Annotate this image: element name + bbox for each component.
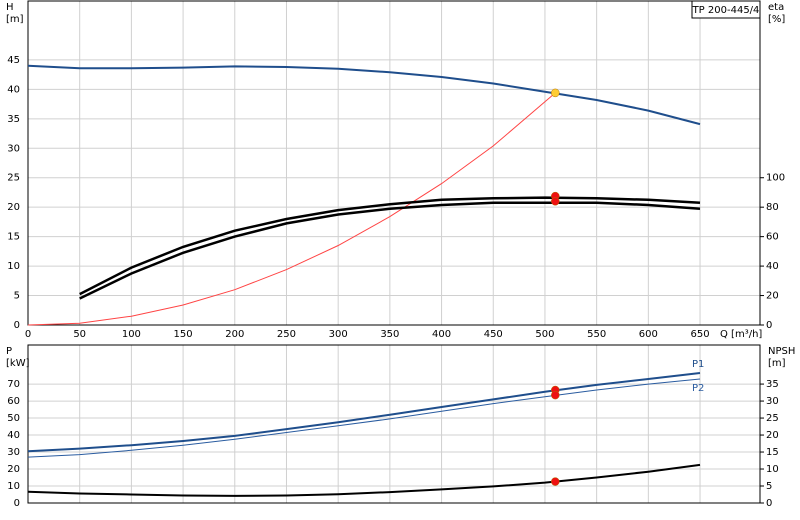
chart-title: TP 200-445/4: [692, 5, 760, 16]
curve: [79, 201, 701, 300]
y-axis-label: H: [6, 2, 14, 13]
y2-tick-label: 20: [766, 291, 779, 302]
y2-tick-label: 80: [766, 202, 779, 213]
x-tick-label: 500: [535, 329, 554, 340]
curve: [79, 196, 701, 296]
x-tick-label: 150: [174, 329, 193, 340]
curve: [27, 463, 701, 497]
y-axis-label: P: [6, 346, 12, 357]
y2-tick-label: 35: [766, 379, 779, 390]
y-tick-label: 0: [14, 320, 20, 331]
series-label: P1: [692, 359, 704, 370]
duty-point: [551, 477, 560, 486]
y-tick-label: 20: [7, 202, 20, 213]
y-axis-label: [m]: [6, 14, 24, 25]
x-tick-label: 0: [25, 329, 31, 340]
y2-axis-label: eta: [768, 2, 784, 13]
y2-tick-label: 20: [766, 430, 779, 441]
y-tick-label: 30: [7, 447, 20, 458]
y-tick-label: 70: [7, 379, 20, 390]
x-tick-label: 400: [432, 329, 451, 340]
y2-tick-label: 40: [766, 261, 779, 272]
y-tick-label: 20: [7, 464, 20, 475]
curve: [27, 372, 701, 453]
series-label: P2: [692, 383, 704, 394]
duty-point: [551, 88, 560, 98]
y-tick-label: 0: [14, 498, 20, 509]
x-tick-label: 600: [639, 329, 658, 340]
x-tick-label: 100: [122, 329, 141, 340]
y2-tick-label: 15: [766, 447, 779, 458]
y-tick-label: 30: [7, 143, 20, 154]
y-tick-label: 40: [7, 84, 20, 95]
x-tick-label: 250: [277, 329, 296, 340]
y-tick-label: 50: [7, 413, 20, 424]
y2-tick-label: 100: [766, 173, 785, 184]
x-axis-label: Q [m³/h]: [720, 329, 762, 340]
x-tick-label: 650: [690, 329, 709, 340]
x-tick-label: 200: [225, 329, 244, 340]
y2-tick-label: 0: [766, 320, 772, 331]
y2-tick-label: 5: [766, 481, 772, 492]
plot-frame: [27, 344, 761, 504]
y2-axis-label: [m]: [768, 358, 786, 369]
x-tick-label: 300: [329, 329, 348, 340]
y-axis-label: [kW]: [6, 358, 30, 369]
y2-tick-label: 25: [766, 413, 779, 424]
y2-tick-label: 60: [766, 232, 779, 243]
y-tick-label: 40: [7, 430, 20, 441]
plot-frame: [27, 0, 761, 326]
curve: [27, 378, 701, 458]
curve: [27, 64, 701, 126]
y2-tick-label: 30: [766, 396, 779, 407]
x-tick-label: 50: [73, 329, 86, 340]
duty-point: [551, 390, 560, 400]
y2-tick-label: 0: [766, 498, 772, 509]
x-tick-label: 450: [484, 329, 503, 340]
y-tick-label: 5: [14, 291, 20, 302]
title-box: [691, 0, 761, 19]
y-tick-label: 35: [7, 114, 20, 125]
y-tick-label: 45: [7, 55, 20, 66]
y-tick-label: 15: [7, 232, 20, 243]
duty-point: [551, 197, 560, 206]
y2-tick-label: 10: [766, 464, 779, 475]
x-tick-label: 550: [587, 329, 606, 340]
y-tick-label: 10: [7, 261, 20, 272]
y-tick-label: 60: [7, 396, 20, 407]
y-tick-label: 10: [7, 481, 20, 492]
y2-axis-label: NPSH: [768, 346, 795, 357]
curve: [27, 92, 556, 326]
y2-axis-label: [%]: [768, 14, 785, 25]
y-tick-label: 25: [7, 173, 20, 184]
x-tick-label: 350: [380, 329, 399, 340]
